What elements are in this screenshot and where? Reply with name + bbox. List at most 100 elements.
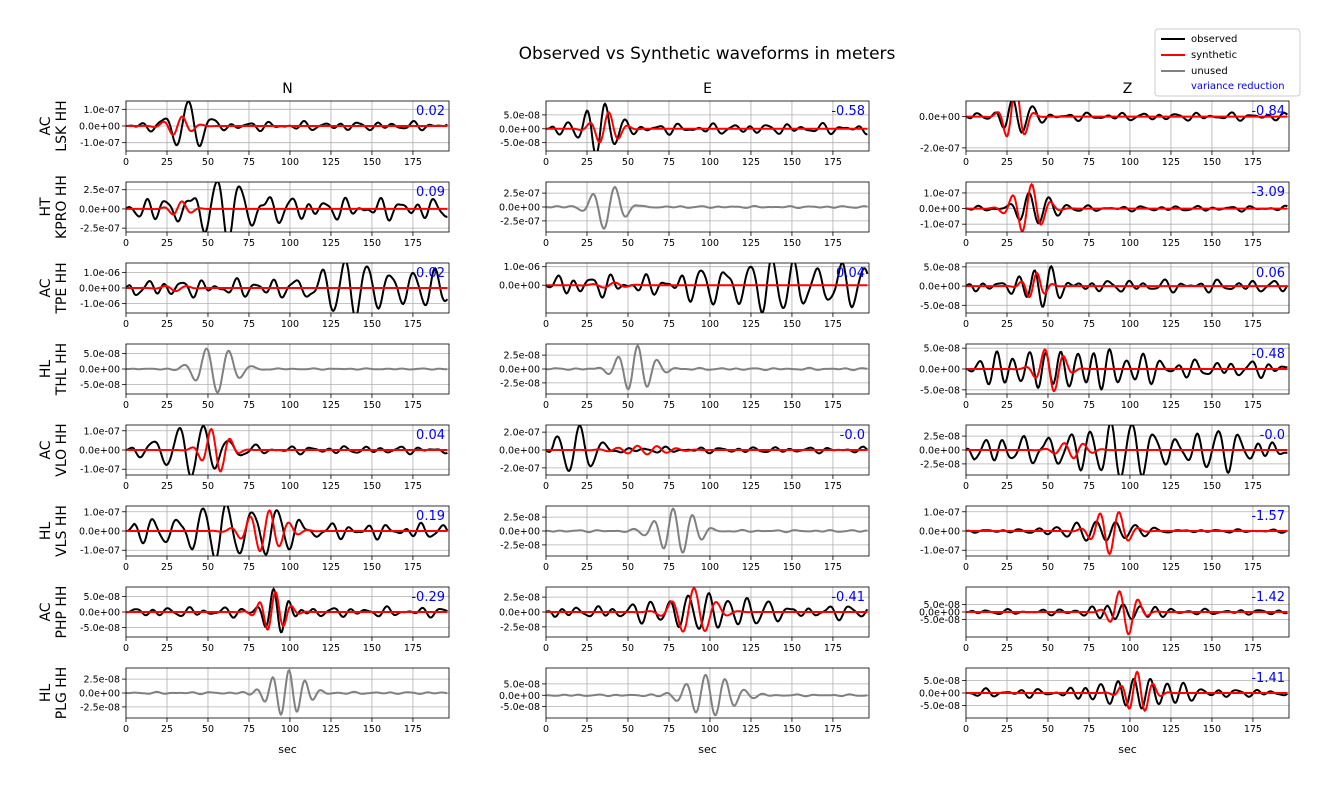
x-tick-label: 25 xyxy=(161,724,173,735)
x-tick-label: 175 xyxy=(404,400,422,411)
y-tick-label: -1.0e-07 xyxy=(80,546,120,557)
y-tick-label: -2.0e-07 xyxy=(500,463,540,474)
row-label-ac-php: ACPHP HH xyxy=(38,586,70,639)
x-tick-label: 75 xyxy=(663,319,675,330)
x-tick-label: 150 xyxy=(783,157,801,168)
x-tick-label: 125 xyxy=(1162,562,1180,573)
y-tick-label: 1.0e-07 xyxy=(84,507,120,518)
panel-frame xyxy=(545,667,870,719)
x-tick-label: 150 xyxy=(363,157,381,168)
panel-traces xyxy=(126,182,448,232)
y-tick-label: 5.0e-08 xyxy=(924,676,960,687)
y-tick-label: -2.5e-08 xyxy=(920,459,960,470)
panel-frame xyxy=(125,586,450,638)
panel-frame xyxy=(965,505,1290,557)
panel-r6-c2: 0 25 50 75 100 125 150 175 5.0e-080.0e+00-5.0e-0… xyxy=(919,586,1290,654)
x-tick-label: 125 xyxy=(1162,643,1180,654)
y-tick-label: 1.0e-07 xyxy=(924,507,960,518)
panel-r3-c1: 0 25 50 75 100 125 150 175 2.5e-08 0.0e+00 -2.5e-0… xyxy=(499,343,870,411)
y-tick-label: 0.0e+00 xyxy=(79,608,120,619)
x-tick-label: 75 xyxy=(1083,400,1095,411)
x-tick-label: 150 xyxy=(1203,562,1221,573)
x-tick-label: 175 xyxy=(824,724,842,735)
panel-r2-c1: 0 25 50 75 100 125 150 175 1.0e-06 0.0e+00 0.04 xyxy=(499,262,870,330)
x-tick-label: 175 xyxy=(824,643,842,654)
panel-traces xyxy=(966,101,1288,138)
panel-traces xyxy=(966,264,1289,308)
panel-frame xyxy=(965,667,1290,719)
x-tick-label: 75 xyxy=(243,562,255,573)
x-tick-label: 125 xyxy=(742,319,760,330)
x-tick-label: 175 xyxy=(404,643,422,654)
x-tick-label: 175 xyxy=(404,319,422,330)
x-tick-label: 0 xyxy=(963,157,969,168)
y-tick-label: -5.0e-08 xyxy=(920,385,960,396)
x-tick-label: 100 xyxy=(281,319,299,330)
x-tick-label: 75 xyxy=(1083,643,1095,654)
x-tick-label: 125 xyxy=(322,643,340,654)
x-tick-label: 125 xyxy=(1162,157,1180,168)
y-tick-label: -5.0e-08 xyxy=(920,701,960,712)
x-tick-label: 175 xyxy=(824,319,842,330)
x-tick-label: 25 xyxy=(581,562,593,573)
observed-trace xyxy=(126,101,448,148)
panel-traces xyxy=(966,511,1288,556)
y-tick-label: 0.0e+00 xyxy=(919,446,960,457)
variance-reduction-value: -0.0 xyxy=(840,428,865,443)
x-tick-label: 175 xyxy=(824,481,842,492)
panel-traces xyxy=(966,425,1288,475)
x-tick-label: 0 xyxy=(963,319,969,330)
x-tick-label: 0 xyxy=(963,238,969,249)
x-tick-label: 50 xyxy=(1042,319,1054,330)
x-tick-label: 75 xyxy=(663,238,675,249)
x-tick-label: 125 xyxy=(1162,238,1180,249)
x-tick-label: 100 xyxy=(1121,400,1139,411)
observed-trace xyxy=(126,263,449,313)
panel-traces xyxy=(126,668,448,717)
x-tick-label: 175 xyxy=(1244,157,1262,168)
x-tick-label: 125 xyxy=(322,319,340,330)
panel-frame xyxy=(965,343,1290,395)
x-tick-label: 25 xyxy=(1001,319,1013,330)
x-tick-label: 100 xyxy=(701,238,719,249)
x-tick-label: 125 xyxy=(322,400,340,411)
x-tick-label: 125 xyxy=(742,724,760,735)
x-tick-label: 50 xyxy=(622,319,634,330)
y-tick-label: -5.0e-08 xyxy=(80,623,120,634)
x-tick-label: 25 xyxy=(581,157,593,168)
x-tick-label: 50 xyxy=(622,562,634,573)
x-tick-label: 100 xyxy=(701,481,719,492)
unused-trace xyxy=(546,344,868,391)
panel-frame xyxy=(545,424,870,476)
y-tick-label: 0.0e+00 xyxy=(79,204,120,215)
x-tick-label: 50 xyxy=(622,400,634,411)
x-tick-label: 25 xyxy=(161,562,173,573)
y-tick-label: 5.0e-08 xyxy=(84,592,120,603)
panel-frame xyxy=(965,100,1290,152)
panel-r0-c2: 0 25 50 75 100 125 150 175 0.0e+00 -2.0e-07 -0.84 xyxy=(919,100,1290,168)
legend-unused-label: unused xyxy=(1191,66,1228,77)
y-tick-label: 0.0e+00 xyxy=(499,691,540,702)
x-tick-label: 50 xyxy=(202,481,214,492)
x-tick-label: 75 xyxy=(243,481,255,492)
panel-frame xyxy=(545,181,870,233)
x-tick-label: 25 xyxy=(581,400,593,411)
synthetic-trace xyxy=(126,427,448,473)
x-tick-label: 125 xyxy=(322,562,340,573)
x-tick-label: 100 xyxy=(281,724,299,735)
y-tick-label: -1.0e-07 xyxy=(80,465,120,476)
x-tick-label: 125 xyxy=(742,643,760,654)
x-tick-label: 0 xyxy=(543,562,549,573)
x-tick-label: 100 xyxy=(281,157,299,168)
x-tick-label: 25 xyxy=(161,481,173,492)
x-tick-label: 175 xyxy=(824,157,842,168)
x-tick-label: 150 xyxy=(363,562,381,573)
x-tick-label: 50 xyxy=(622,724,634,735)
x-tick-label: 125 xyxy=(322,724,340,735)
panel-frame xyxy=(545,262,870,314)
legend-synthetic-label: synthetic xyxy=(1191,50,1237,61)
row-label-ac-lsk: ACLSK HH xyxy=(38,100,70,151)
y-tick-label: 1.0e-07 xyxy=(924,188,960,199)
y-tick-label: 2.5e-08 xyxy=(84,675,120,686)
x-tick-label: 75 xyxy=(243,238,255,249)
